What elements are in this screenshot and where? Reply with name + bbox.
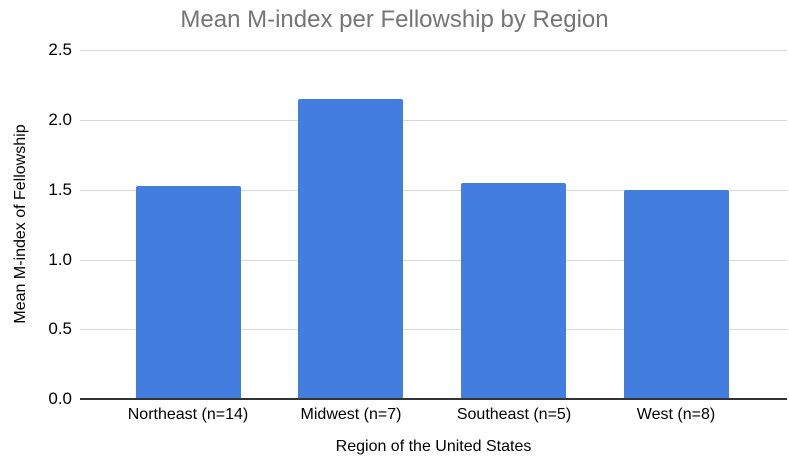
y-tick-label: 0.0	[48, 389, 72, 408]
x-axis-baseline	[80, 398, 787, 400]
y-axis-title: Mean M-index of Fellowship	[12, 124, 29, 324]
bar-southeast	[461, 183, 566, 399]
y-tick-label: 1.5	[48, 180, 72, 199]
x-tick-label: Southeast (n=5)	[456, 406, 572, 423]
x-tick-label: West (n=8)	[636, 406, 716, 423]
bar-midwest	[298, 99, 403, 399]
bar-northeast	[136, 186, 241, 399]
y-tick-label: 0.5	[48, 319, 72, 338]
y-tick-label: 2.5	[48, 40, 72, 59]
y-tick-label: 2.0	[48, 110, 72, 129]
gridline-1.0	[80, 260, 787, 261]
x-axis-title: Region of the United States	[335, 438, 532, 455]
gridline-0.5	[80, 329, 787, 330]
y-tick-label: 1.0	[48, 250, 72, 269]
gridline-2.0	[80, 120, 787, 121]
gridline-1.5	[80, 190, 787, 191]
bar-west	[624, 190, 729, 399]
x-tick-label: Northeast (n=14)	[127, 406, 249, 423]
x-tick-label: Midwest (n=7)	[300, 406, 402, 423]
gridline-2.5	[80, 50, 787, 51]
chart-title: Mean M-index per Fellowship by Region	[180, 6, 609, 33]
